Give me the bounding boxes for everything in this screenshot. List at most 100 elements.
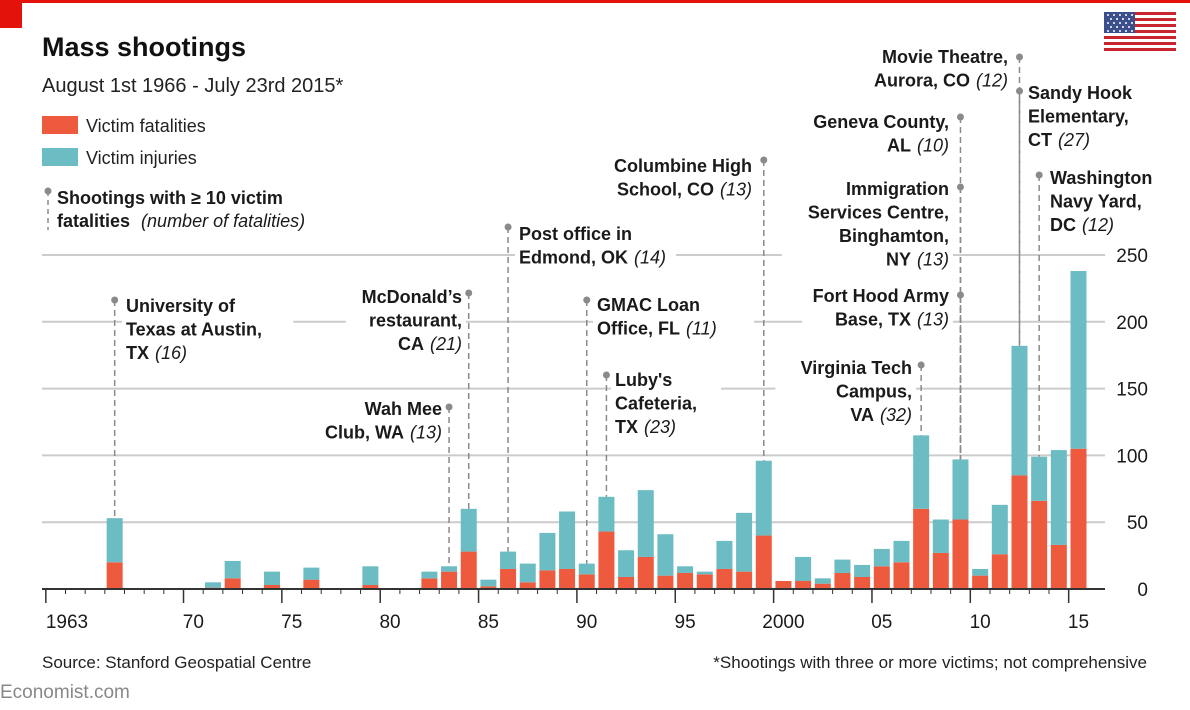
bar-injuries: [1070, 271, 1087, 449]
bars: [106, 271, 1087, 589]
x-tick-label: 1963: [46, 612, 88, 633]
annotation-label: Fort Hood Army Base, TX (13): [813, 286, 949, 330]
bar-injuries: [893, 540, 910, 563]
bar-injuries: [657, 534, 674, 576]
bar-fatalities: [873, 566, 890, 589]
bar-injuries: [677, 566, 694, 573]
bar-injuries: [814, 578, 831, 584]
bar-fatalities: [539, 570, 556, 589]
bar-injuries: [539, 532, 556, 571]
annotation-label: Washington Navy Yard, DC (12): [1050, 168, 1152, 235]
bar-fatalities: [618, 576, 635, 589]
y-tick-label: 0: [1137, 580, 1148, 601]
bar-fatalities: [500, 568, 517, 589]
annotation-dot: [1035, 171, 1043, 179]
y-tick-label: 150: [1116, 380, 1148, 401]
annotation-bg: [802, 109, 953, 160]
annotation-bg: [611, 367, 721, 442]
legend-fatalities-swatch: [42, 116, 78, 134]
annotation-bg: [305, 396, 446, 447]
annotation-bg: [1024, 80, 1145, 155]
bar-injuries: [441, 566, 458, 572]
annotation-line: Cafeteria,: [615, 394, 697, 414]
bar-injuries: [913, 435, 930, 509]
annotation-dot: [465, 289, 473, 297]
bar-injuries: [952, 459, 969, 520]
bar-injuries: [696, 571, 713, 575]
bar-injuries: [755, 460, 772, 536]
bar-injuries: [637, 490, 654, 557]
footnote: *Shootings with three or more victims; n…: [713, 653, 1147, 672]
bar-fatalities: [1011, 475, 1028, 589]
annotation-label: GMAC Loan Office, FL (11): [597, 295, 717, 339]
annotation-label: University of Texas at Austin, TX (16): [126, 296, 262, 363]
annotation-line: University of: [126, 296, 236, 316]
annotation-line: TX: [126, 343, 149, 363]
bar-fatalities: [952, 519, 969, 589]
annotation-fatality-count: (13): [720, 180, 752, 200]
x-tick-label: 90: [576, 612, 597, 633]
annotation-label: Wah Mee Club, WA (13): [325, 399, 442, 443]
bar-injuries: [362, 566, 379, 585]
x-tick-label: 85: [478, 612, 499, 633]
annotation-bg: [775, 355, 916, 430]
annotation-dot: [583, 296, 591, 304]
y-tick-label: 200: [1116, 313, 1148, 334]
annotation-bg: [1046, 165, 1156, 240]
annotation-bg: [345, 284, 466, 359]
bar-fatalities: [913, 508, 930, 589]
annotation-line: McDonald’s: [362, 287, 462, 307]
bar-fatalities: [362, 584, 379, 589]
annotation-line: VA: [850, 405, 874, 425]
bar-fatalities: [657, 575, 674, 589]
bar-injuries: [991, 504, 1008, 555]
annotation-fatality-count: (14): [634, 248, 666, 268]
annotation-fatality-count: (32): [880, 405, 912, 425]
annotation-label: Geneva County, AL (10): [813, 112, 949, 156]
bar-fatalities: [814, 583, 831, 589]
bar-fatalities: [991, 554, 1008, 589]
bar-fatalities: [106, 562, 123, 589]
bar-injuries: [303, 567, 320, 580]
bar-injuries: [519, 563, 536, 583]
x-tick-label: 95: [675, 612, 696, 633]
annotation-label: Immigration Services Centre, Binghamton, NY…: [808, 179, 949, 270]
annotation-line: School, CO: [617, 180, 714, 200]
bar-injuries: [932, 519, 949, 553]
bar-injuries: [598, 496, 615, 532]
legend-fatalities-label: Victim fatalities: [86, 116, 206, 136]
annotation-fatality-count: (13): [917, 310, 949, 330]
annotation-line: Texas at Austin,: [126, 320, 262, 340]
bar-injuries: [205, 582, 222, 588]
bar-injuries: [834, 559, 851, 573]
bar-injuries: [873, 548, 890, 567]
annotation-line: NY: [886, 250, 911, 270]
x-tick-label: 75: [281, 612, 302, 633]
annotation-label: Sandy Hook Elementary, CT (27): [1028, 83, 1133, 150]
bar-injuries: [736, 512, 753, 572]
chart-subtitle: August 1st 1966 - July 23rd 2015*: [42, 75, 344, 97]
annotation-dot: [1015, 87, 1023, 95]
bar-fatalities: [696, 574, 713, 589]
bar-fatalities: [972, 575, 989, 589]
annotation-label: Movie Theatre, Aurora, CO (12): [874, 47, 1008, 91]
bar-fatalities: [1070, 448, 1087, 589]
annotation-line: restaurant,: [369, 311, 462, 331]
annotation-dot: [1015, 53, 1023, 61]
annotation-line: Edmond, OK: [519, 248, 628, 268]
y-tick-label: 50: [1127, 513, 1148, 534]
annotation-dot: [504, 223, 512, 231]
bar-injuries: [500, 551, 517, 569]
bar-fatalities: [736, 571, 753, 589]
chart-title: Mass shootings: [42, 32, 246, 62]
annotation-dot: [111, 296, 119, 304]
bar-fatalities: [480, 586, 497, 589]
annotation-line: Campus,: [836, 382, 912, 402]
bar-fatalities: [893, 562, 910, 589]
bar-fatalities: [755, 535, 772, 589]
bar-fatalities: [224, 578, 241, 589]
annotation-line: Navy Yard,: [1050, 192, 1142, 212]
bar-injuries: [224, 560, 241, 579]
annotation-line: Geneva County,: [813, 112, 949, 132]
legend-marker-label-1: Shootings with ≥ 10 victim: [57, 188, 283, 208]
